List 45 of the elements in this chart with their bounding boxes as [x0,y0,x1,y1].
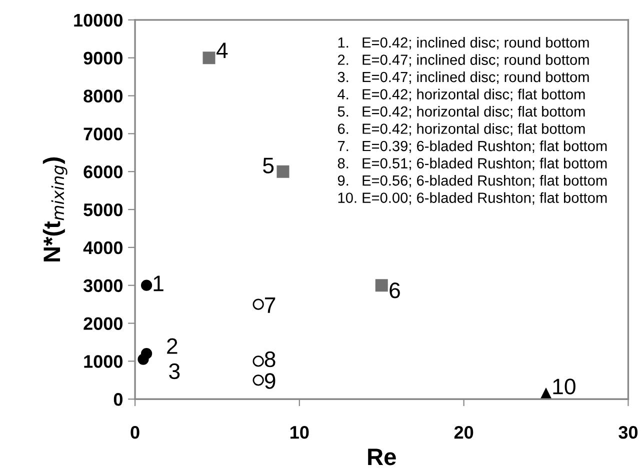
y-tick-label: 3000 [83,279,122,292]
annotation: 10 [553,378,576,394]
point [375,279,388,292]
y-tick-label: 8000 [84,90,122,102]
annotation: 3 [169,363,180,380]
x-tick-label: 30 [618,426,638,439]
point [276,165,290,178]
y-tick-label: 4000 [83,241,122,254]
annotation: 2. E=0.47; inclined disc; round bottom [338,54,589,67]
annotation: 7. E=0.39; 6-bladed Rushton; flat bottom [338,140,607,153]
point [140,280,152,291]
annotation: 8. E=0.51; 6-bladed Rushton; flat bottom [338,158,607,170]
x-axis-title: Re [368,448,396,466]
annotation: 5. E=0.42; horizontal disc; flat bottom [338,106,585,118]
y-tick-label: 9000 [84,52,122,65]
annotation: 10. E=0.00; 6-bladed Rushton; flat bottom [338,192,607,205]
x-tick-label: 0 [130,426,140,439]
annotation: 6 [390,282,400,298]
annotation: 4. E=0.42; horizontal disc; flat bottom [338,88,585,102]
annotation: 6. E=0.42; horizontal disc; flat bottom [338,123,585,136]
annotation: 3. E=0.47; inclined disc; round bottom [338,71,589,84]
annotation: 2 [167,338,178,354]
y-tick-label: 2000 [84,317,122,330]
x-tick-label: 10 [290,426,309,439]
y-tick-label: 5000 [84,203,122,216]
point [138,354,149,365]
annotation: 4 [216,42,228,58]
annotation: 1 [154,276,164,292]
annotation: 5 [263,158,274,174]
annotation: 9. E=0.56; 6-bladed Rushton; flat bottom [338,175,607,188]
y-tick-label: 6000 [84,166,122,178]
annotation: 7 [265,298,276,313]
annotation: 8 [264,351,276,368]
point [252,356,264,367]
point [252,374,264,386]
point [252,298,264,310]
x-tick-label: 20 [454,426,474,439]
annotation: 9 [264,373,276,389]
y-axis-title: N*(t$_{mixing}$) [42,157,68,262]
y-tick-label: 1000 [84,355,122,368]
annotation: 1. E=0.42; inclined disc; round bottom [338,36,589,50]
point [202,52,216,64]
y-tick-label: 10000 [74,14,122,27]
y-tick-label: 0 [114,393,122,406]
y-tick-label: 7000 [84,128,122,140]
